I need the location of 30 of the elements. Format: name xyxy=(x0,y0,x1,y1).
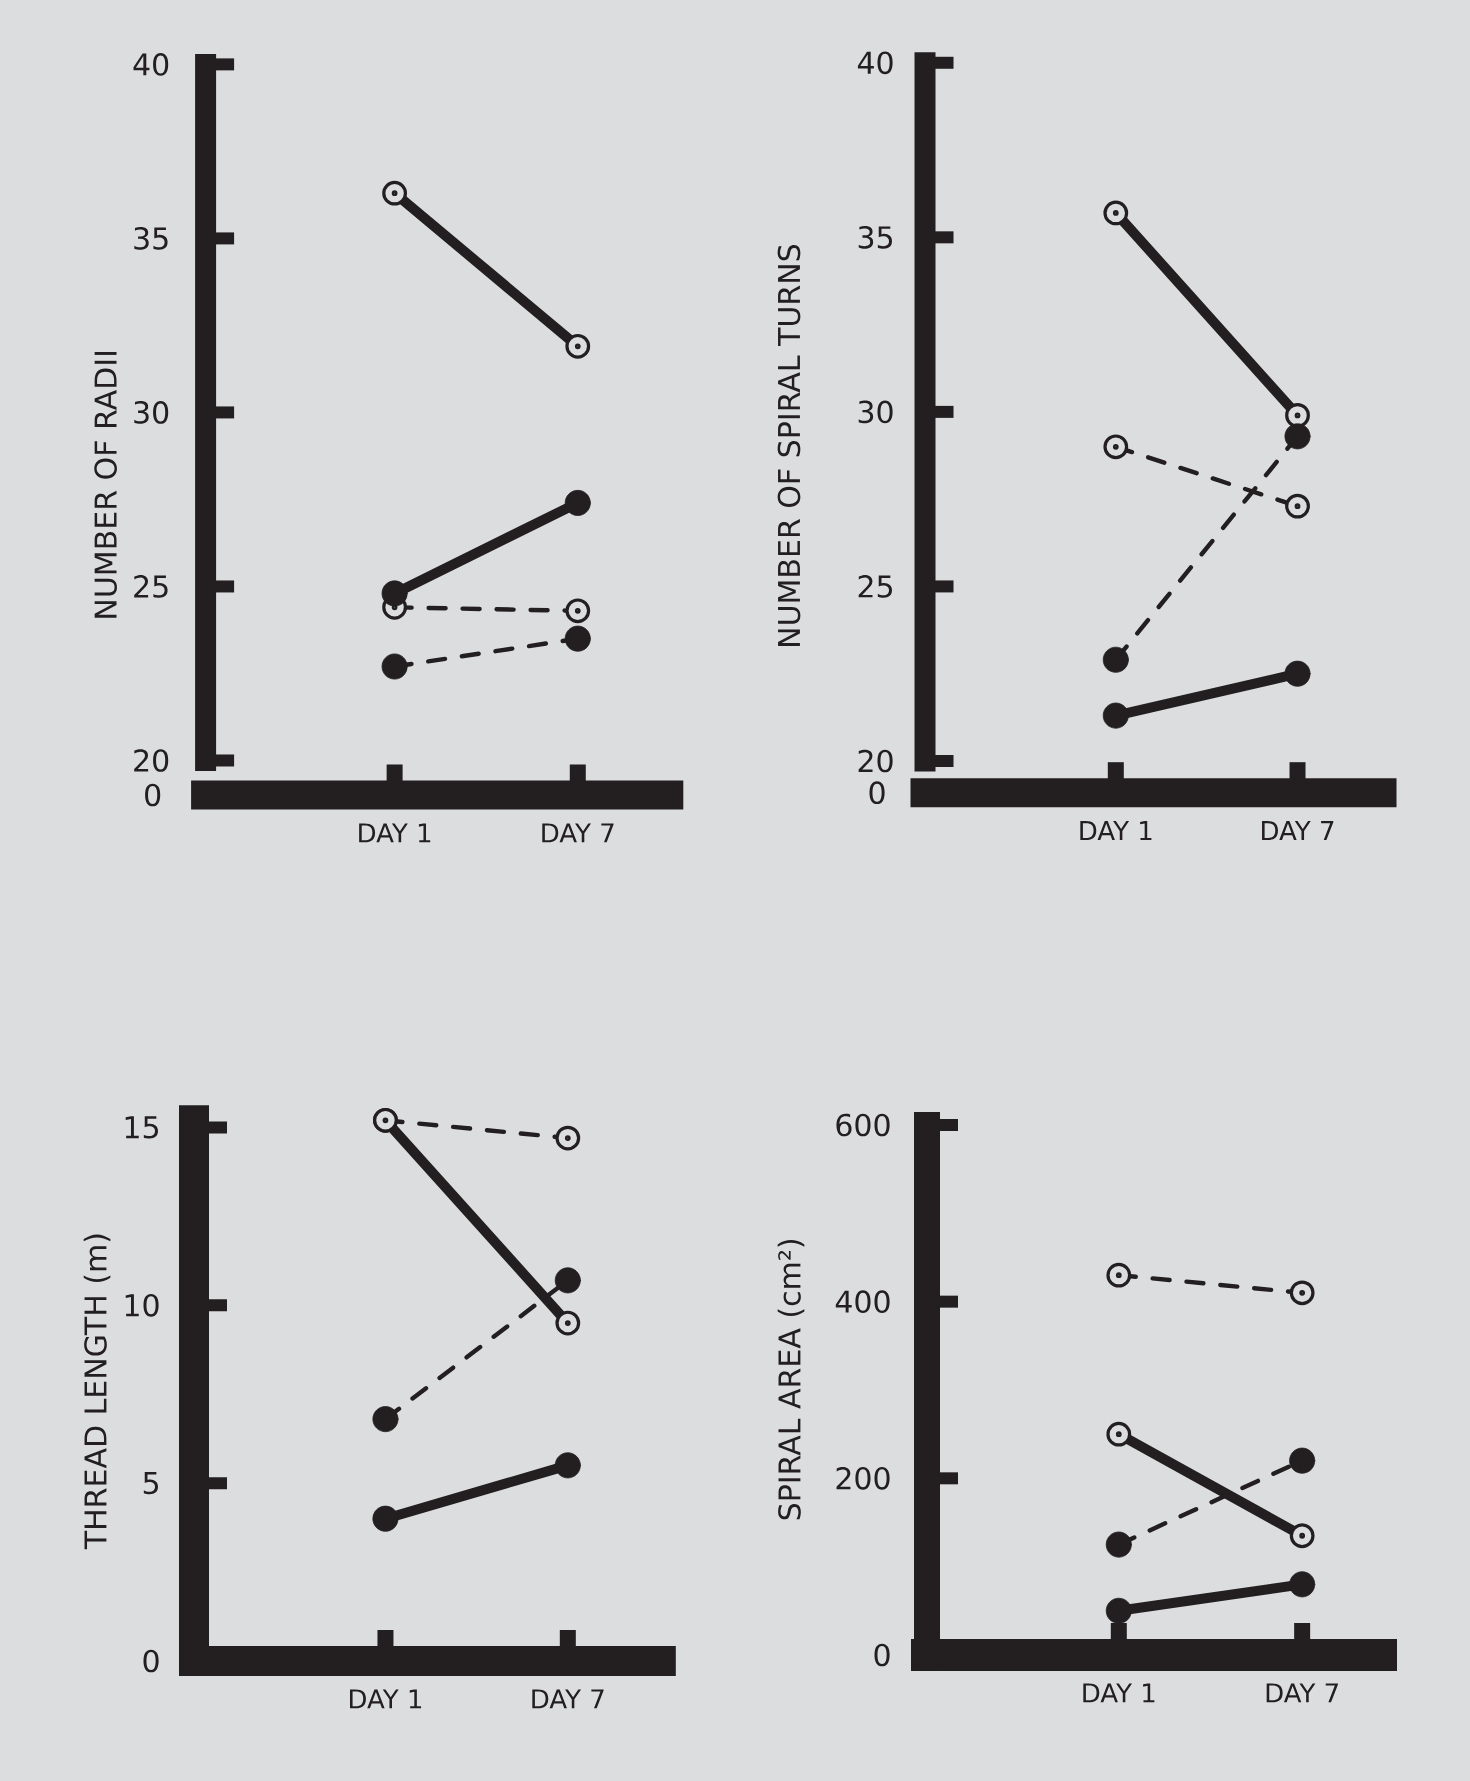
y-tick-label: 0 xyxy=(143,1649,159,1673)
y-tick-label: 600 xyxy=(836,1113,890,1137)
y-tick-label: 35 xyxy=(858,225,892,249)
x-tick-label: DAY 7 xyxy=(1262,821,1334,841)
y-tick-label: 40 xyxy=(133,53,169,76)
y-tick-label: 10 xyxy=(125,1293,159,1317)
y-tick-label: 20 xyxy=(858,749,893,773)
y-axis-title: NUMBER OF RADII xyxy=(94,351,117,618)
y-tick-label: 25 xyxy=(134,575,168,598)
x-tick-label: DAY 1 xyxy=(1080,821,1152,841)
y-tick-label: 0 xyxy=(874,1643,890,1667)
y-axis-title: NUMBER OF SPIRAL TURNS xyxy=(777,244,801,646)
y-axis-title: SPIRAL AREA (cm²) xyxy=(777,1240,805,1520)
y-tick-label: 35 xyxy=(134,227,168,250)
y-tick-label: 30 xyxy=(134,401,169,424)
y-tick-label: 400 xyxy=(835,1290,890,1314)
y-tick-label: 5 xyxy=(143,1471,158,1495)
x-tick-label: DAY 1 xyxy=(349,1689,422,1709)
y-axis-title: THREAD LENGTH (m) xyxy=(83,1234,111,1550)
x-tick-label: DAY 1 xyxy=(1083,1683,1155,1703)
y-tick-label: 25 xyxy=(858,575,892,598)
x-tick-label: DAY 7 xyxy=(1266,1683,1338,1703)
y-tick-label: 30 xyxy=(858,400,893,424)
y-tick-label: 20 xyxy=(134,749,169,772)
x-tick-label: DAY 7 xyxy=(532,1689,604,1709)
x-tick-label: DAY 7 xyxy=(542,823,614,843)
y-tick-label: 15 xyxy=(125,1116,158,1139)
y-tick-label: 40 xyxy=(857,51,893,75)
x-tick-label: DAY 1 xyxy=(359,823,431,843)
y-tick-label: 200 xyxy=(836,1466,890,1490)
